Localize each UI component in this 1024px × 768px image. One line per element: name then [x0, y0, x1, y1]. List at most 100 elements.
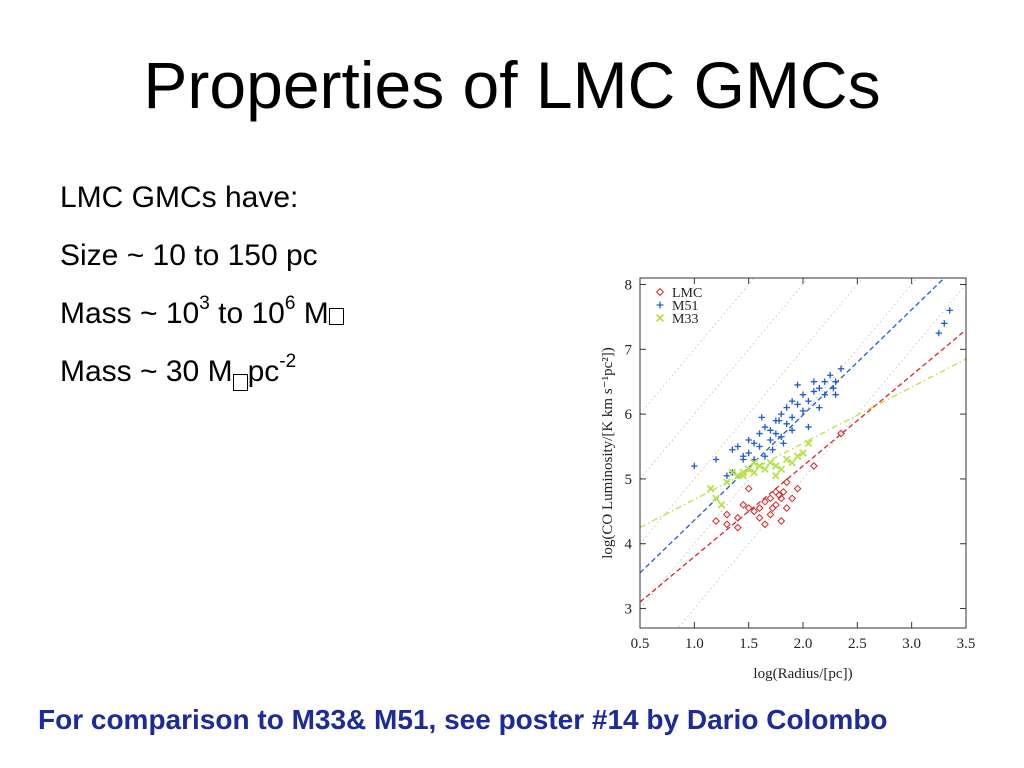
point-m33 [755, 462, 764, 470]
point-m33 [766, 458, 775, 467]
point-m33 [782, 455, 791, 464]
point-m51 [780, 440, 787, 447]
point-m51 [778, 433, 785, 440]
y-tick-label: 7 [625, 342, 633, 358]
point-m51 [761, 423, 769, 431]
point-m51 [761, 453, 769, 460]
point-m51 [805, 423, 812, 431]
point-lmc [782, 478, 791, 487]
y-tick-label: 8 [625, 277, 633, 293]
point-m51 [788, 397, 796, 405]
point-m33 [744, 465, 753, 474]
bullet-mass-range: Mass ~ 103 to 106 M [60, 293, 344, 332]
point-m51 [691, 462, 698, 470]
point-m51 [772, 430, 780, 437]
point-lmc [837, 429, 845, 438]
co-luminosity-radius-chart: 0.5 1.0 1.5 2.0 2.5 3.0 3.5 3 4 5 6 7 8 log(Radius/[… [600, 277, 976, 682]
point-m51 [935, 329, 943, 337]
point-m51 [832, 391, 839, 398]
point-m51 [783, 420, 790, 428]
bullet-size: Size ~ 10 to 150 pc [60, 239, 318, 272]
point-lmc [733, 513, 742, 522]
point-lmc [744, 504, 753, 513]
bullet-surface-density: Mass ~ 30 M pc-2 [60, 351, 297, 391]
fit-line-m33 [639, 358, 967, 529]
point-m51 [740, 453, 747, 460]
y-tick-label: 5 [625, 472, 633, 488]
point-lmc [775, 491, 784, 500]
point-m33 [761, 465, 769, 474]
footer-note: For comparison to M33& M51, see poster #… [38, 704, 888, 735]
point-m51 [946, 307, 953, 314]
point-m51 [750, 440, 758, 447]
point-m51 [756, 443, 763, 450]
legend-marker-m51 [656, 301, 664, 309]
y-tick-label: 6 [625, 407, 633, 423]
point-m33 [728, 468, 737, 477]
x-tick-label: 3.5 [957, 636, 976, 652]
solar-mass-symbol-2 [232, 374, 248, 391]
legend-label-m51: M51 [672, 299, 698, 314]
point-lmc [750, 507, 759, 516]
point-lmc [723, 520, 731, 529]
x-tick-label: 2.5 [848, 636, 867, 652]
x-tick-label: 1.0 [685, 636, 704, 652]
point-m33 [777, 465, 786, 474]
point-m33 [706, 484, 715, 493]
point-m51 [799, 391, 807, 398]
y-tick-label: 4 [625, 537, 633, 553]
x-tick-label: 2.0 [794, 636, 813, 652]
density-unit: pc [247, 355, 280, 388]
point-lmc [766, 494, 775, 503]
point-m51 [745, 436, 752, 444]
point-lmc [744, 484, 753, 493]
point-m51 [794, 381, 801, 389]
point-m51 [788, 427, 796, 434]
point-m33 [750, 458, 758, 467]
mass-exp-high: 6 [284, 293, 296, 314]
point-m51 [767, 436, 774, 444]
legend-label-lmc: LMC [672, 286, 702, 301]
point-m51 [821, 391, 828, 398]
guide-line [677, 284, 967, 629]
point-m51 [734, 443, 741, 450]
point-lmc [733, 523, 742, 532]
point-m51 [826, 372, 834, 379]
fit-line-m51 [639, 277, 945, 574]
point-lmc [771, 500, 780, 509]
point-lmc [761, 497, 769, 506]
mass-middle: to 10 [209, 297, 285, 330]
slide-title: Properties of LMC GMCs [143, 48, 881, 122]
legend-marker-lmc [655, 287, 665, 297]
point-lmc [723, 510, 731, 519]
point-m51 [805, 397, 812, 405]
point-lmc [712, 517, 720, 525]
mass-suffix: M [295, 297, 329, 330]
guide-line [639, 277, 918, 609]
point-m33 [799, 449, 807, 457]
mass-prefix: Mass ~ 10 [60, 297, 200, 330]
point-lmc [755, 513, 764, 522]
point-lmc [739, 500, 748, 509]
point-m33 [739, 471, 748, 480]
point-lmc [779, 487, 788, 496]
point-m51 [830, 384, 837, 392]
x-tick-label: 3.0 [902, 636, 921, 652]
point-lmc [782, 504, 791, 513]
point-lmc [793, 484, 802, 493]
guide-line [639, 277, 864, 544]
point-m51 [712, 456, 720, 463]
point-m51 [756, 430, 763, 437]
point-lmc [771, 487, 780, 496]
point-m33 [750, 468, 758, 477]
point-m33 [804, 439, 813, 448]
point-lmc [777, 494, 786, 503]
point-lmc [777, 517, 786, 525]
point-m51 [837, 365, 845, 372]
density-exp: -2 [279, 351, 297, 372]
x-tick-label: 1.5 [739, 636, 758, 652]
y-tick-label: 3 [625, 602, 633, 618]
legend-marker-m33 [655, 313, 665, 323]
point-m51 [775, 417, 783, 424]
point-m51 [788, 414, 796, 421]
